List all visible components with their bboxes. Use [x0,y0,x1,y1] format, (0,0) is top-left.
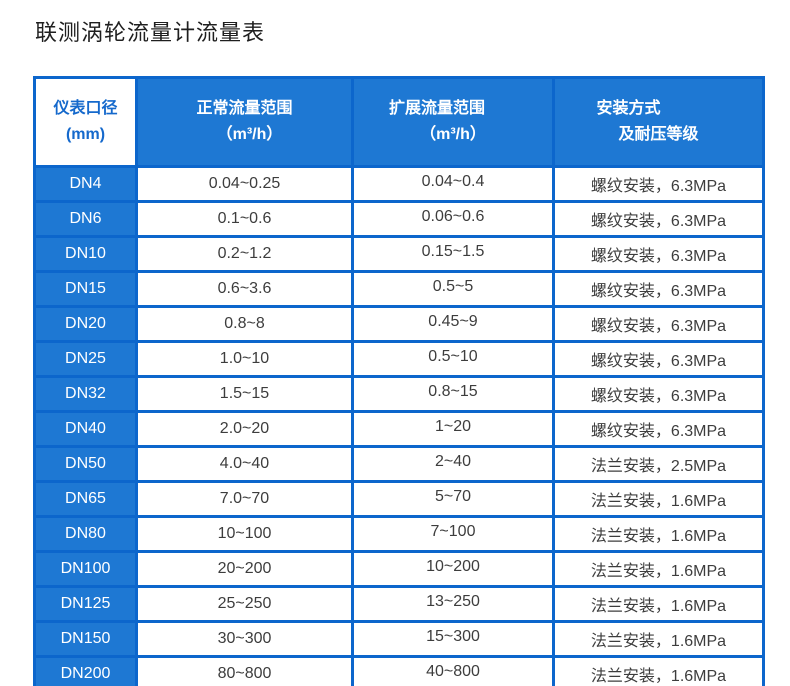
table-row: DN6 0.1~0.6 0.06~0.6 螺纹安装，6.3MPa [33,200,765,238]
table-row: DN150 30~300 15~300 法兰安装，1.6MPa [33,620,765,658]
cell-normal-range: 1.5~15 [135,375,354,413]
cell-diameter: DN50 [33,445,138,483]
table-header: 仪表口径 (mm) 正常流量范围 （m³/h） 扩展流量范围 （m³/h） 安装… [33,76,765,168]
header-normal-line2: （m³/h） [216,126,283,143]
header-extended-line1: 扩展流量范围 [388,100,485,117]
cell-installation: 螺纹安装，6.3MPa [552,375,765,413]
cell-extended-range: 0.45~9 [351,305,555,343]
header-cell-normal-range: 正常流量范围 （m³/h） [135,76,354,168]
table-row: DN20 0.8~8 0.45~9 螺纹安装，6.3MPa [33,305,765,343]
table-row: DN65 7.0~70 5~70 法兰安装，1.6MPa [33,480,765,518]
cell-installation: 法兰安装，1.6MPa [552,620,765,658]
header-cell-installation: 安装方式 及耐压等级 [552,76,765,168]
flow-rate-table: 仪表口径 (mm) 正常流量范围 （m³/h） 扩展流量范围 （m³/h） 安装… [33,76,765,686]
table-row: DN80 10~100 7~100 法兰安装，1.6MPa [33,515,765,553]
cell-diameter: DN20 [33,305,138,343]
header-extended-line2: （m³/h） [420,126,486,143]
header-installation-line1: 安装方式 [596,100,661,117]
cell-diameter: DN100 [33,550,138,588]
cell-diameter: DN6 [33,200,138,238]
cell-extended-range: 0.15~1.5 [351,235,555,273]
header-row: 仪表口径 (mm) 正常流量范围 （m³/h） 扩展流量范围 （m³/h） 安装… [33,76,765,168]
cell-normal-range: 0.2~1.2 [135,235,354,273]
header-cell-extended-range: 扩展流量范围 （m³/h） [351,76,555,168]
cell-installation: 法兰安装，1.6MPa [552,655,765,686]
cell-extended-range: 0.8~15 [351,375,555,413]
cell-extended-range: 0.5~5 [351,270,555,308]
cell-diameter: DN40 [33,410,138,448]
cell-installation: 法兰安装，1.6MPa [552,515,765,553]
header-cell-diameter: 仪表口径 (mm) [33,76,138,168]
cell-installation: 法兰安装，1.6MPa [552,585,765,623]
cell-diameter: DN150 [33,620,138,658]
table-row: DN25 1.0~10 0.5~10 螺纹安装，6.3MPa [33,340,765,378]
cell-extended-range: 0.06~0.6 [351,200,555,238]
cell-normal-range: 80~800 [135,655,354,686]
header-normal-line1: 正常流量范围 [196,100,293,117]
cell-normal-range: 4.0~40 [135,445,354,483]
cell-normal-range: 0.6~3.6 [135,270,354,308]
cell-normal-range: 0.8~8 [135,305,354,343]
cell-extended-range: 5~70 [351,480,555,518]
cell-normal-range: 1.0~10 [135,340,354,378]
cell-diameter: DN32 [33,375,138,413]
cell-installation: 螺纹安装，6.3MPa [552,410,765,448]
cell-diameter: DN10 [33,235,138,273]
table-row: DN200 80~800 40~800 法兰安装，1.6MPa [33,655,765,686]
table-row: DN125 25~250 13~250 法兰安装，1.6MPa [33,585,765,623]
cell-extended-range: 10~200 [351,550,555,588]
cell-extended-range: 15~300 [351,620,555,658]
table-row: DN10 0.2~1.2 0.15~1.5 螺纹安装，6.3MPa [33,235,765,273]
cell-installation: 法兰安装，1.6MPa [552,480,765,518]
cell-extended-range: 7~100 [351,515,555,553]
cell-extended-range: 40~800 [351,655,555,686]
cell-installation: 螺纹安装，6.3MPa [552,305,765,343]
table-row: DN40 2.0~20 1~20 螺纹安装，6.3MPa [33,410,765,448]
header-diameter-line1: 仪表口径 [53,100,118,117]
cell-extended-range: 2~40 [351,445,555,483]
cell-diameter: DN125 [33,585,138,623]
cell-normal-range: 0.1~0.6 [135,200,354,238]
cell-extended-range: 1~20 [351,410,555,448]
table-row: DN50 4.0~40 2~40 法兰安装，2.5MPa [33,445,765,483]
table-row: DN32 1.5~15 0.8~15 螺纹安装，6.3MPa [33,375,765,413]
page-title: 联测涡轮流量计流量表 [35,20,266,45]
cell-diameter: DN65 [33,480,138,518]
cell-normal-range: 7.0~70 [135,480,354,518]
cell-normal-range: 10~100 [135,515,354,553]
cell-installation: 螺纹安装，6.3MPa [552,235,765,273]
cell-diameter: DN25 [33,340,138,378]
cell-diameter: DN200 [33,655,138,686]
table-body: DN4 0.04~0.25 0.04~0.4 螺纹安装，6.3MPa DN6 0… [33,165,765,686]
table-row: DN15 0.6~3.6 0.5~5 螺纹安装，6.3MPa [33,270,765,308]
cell-normal-range: 2.0~20 [135,410,354,448]
cell-installation: 法兰安装，1.6MPa [552,550,765,588]
header-diameter-line2: (mm) [65,126,106,143]
cell-normal-range: 0.04~0.25 [135,165,354,203]
cell-extended-range: 0.5~10 [351,340,555,378]
cell-extended-range: 0.04~0.4 [351,165,555,203]
cell-installation: 螺纹安装，6.3MPa [552,270,765,308]
cell-diameter: DN4 [33,165,138,203]
cell-installation: 螺纹安装，6.3MPa [552,340,765,378]
cell-installation: 螺纹安装，6.3MPa [552,165,765,203]
header-installation-line2: 及耐压等级 [618,126,699,143]
table-row: DN100 20~200 10~200 法兰安装，1.6MPa [33,550,765,588]
cell-normal-range: 25~250 [135,585,354,623]
cell-installation: 螺纹安装，6.3MPa [552,200,765,238]
cell-extended-range: 13~250 [351,585,555,623]
cell-installation: 法兰安装，2.5MPa [552,445,765,483]
cell-normal-range: 20~200 [135,550,354,588]
table-row: DN4 0.04~0.25 0.04~0.4 螺纹安装，6.3MPa [33,165,765,203]
cell-normal-range: 30~300 [135,620,354,658]
cell-diameter: DN15 [33,270,138,308]
cell-diameter: DN80 [33,515,138,553]
